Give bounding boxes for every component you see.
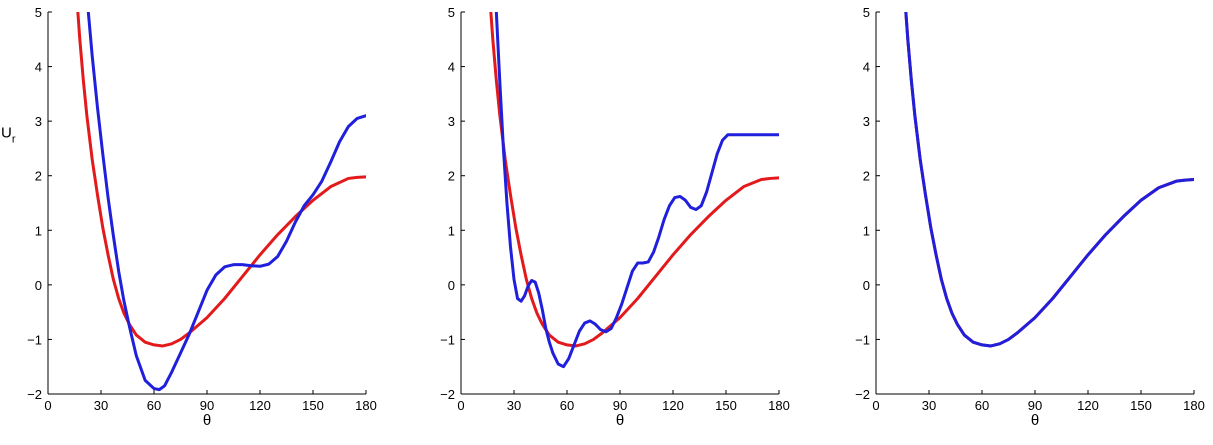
x-tick-label: 180 [768, 398, 790, 413]
y-tick-label: 3 [35, 114, 42, 129]
chart-panel-right: 0 30 60 90 120 150 180 −2 −1 0 1 2 3 4 5 θ [855, 5, 1205, 429]
series-line-red [904, 12, 1194, 348]
series-line-red [76, 12, 366, 348]
x-tick-label: 90 [200, 398, 214, 413]
x-tick-label: 90 [1028, 398, 1042, 413]
x-tick-label: 120 [662, 398, 684, 413]
series-line-blue [904, 12, 1194, 348]
y-tick-label: 1 [35, 223, 42, 238]
x-tick-label: 30 [94, 398, 108, 413]
y-tick-label: 1 [448, 223, 455, 238]
x-tick-label: 30 [507, 398, 521, 413]
x-tick-label: 90 [613, 398, 627, 413]
chart-panel-left: 0 30 60 90 120 150 180 −2 −1 0 1 2 3 4 5 θ Ur [1, 5, 377, 429]
y-tick-label: 5 [35, 5, 42, 20]
x-tick-label: 60 [147, 398, 161, 413]
y-tick-label: 4 [448, 60, 455, 75]
y-tick-label: 3 [448, 114, 455, 129]
y-tick-label: 0 [35, 278, 42, 293]
x-tick-label: 120 [1077, 398, 1099, 413]
y-tick-label: −1 [27, 332, 42, 347]
x-tick-label: 120 [249, 398, 271, 413]
x-tick-label: 180 [355, 398, 377, 413]
y-tick-label: −2 [27, 387, 42, 402]
x-axis-label: θ [616, 412, 624, 429]
chart-panel-middle: 0 30 60 90 120 150 180 −2 −1 0 1 2 3 4 5 θ [440, 5, 790, 429]
x-tick-label: 150 [302, 398, 324, 413]
y-tick-label: −1 [440, 332, 455, 347]
y-tick-label: 2 [448, 169, 455, 184]
x-tick-label: 30 [922, 398, 936, 413]
series-line-blue [494, 12, 779, 369]
y-tick-label: 0 [448, 278, 455, 293]
y-tick-label: 4 [863, 60, 870, 75]
x-tick-label: 0 [457, 398, 464, 413]
y-tick-label: −2 [440, 387, 455, 402]
x-tick-label: 150 [1130, 398, 1152, 413]
x-axis-label: θ [203, 412, 211, 429]
x-tick-label: 0 [44, 398, 51, 413]
y-tick-label: 0 [863, 278, 870, 293]
y-tick-label: 1 [863, 223, 870, 238]
y-tick-label: 4 [35, 60, 42, 75]
series-line-blue [86, 12, 366, 392]
x-tick-label: 60 [975, 398, 989, 413]
y-tick-label: 2 [863, 169, 870, 184]
y-tick-label: 5 [863, 5, 870, 20]
x-tick-label: 0 [872, 398, 879, 413]
x-tick-label: 60 [560, 398, 574, 413]
y-tick-label: 2 [35, 169, 42, 184]
x-tick-label: 180 [1183, 398, 1205, 413]
y-axis-label: Ur [1, 125, 16, 146]
y-tick-label: 5 [448, 5, 455, 20]
y-tick-label: −2 [855, 387, 870, 402]
x-tick-label: 150 [715, 398, 737, 413]
y-tick-label: −1 [855, 332, 870, 347]
y-tick-label: 3 [863, 114, 870, 129]
x-axis-label: θ [1031, 412, 1039, 429]
